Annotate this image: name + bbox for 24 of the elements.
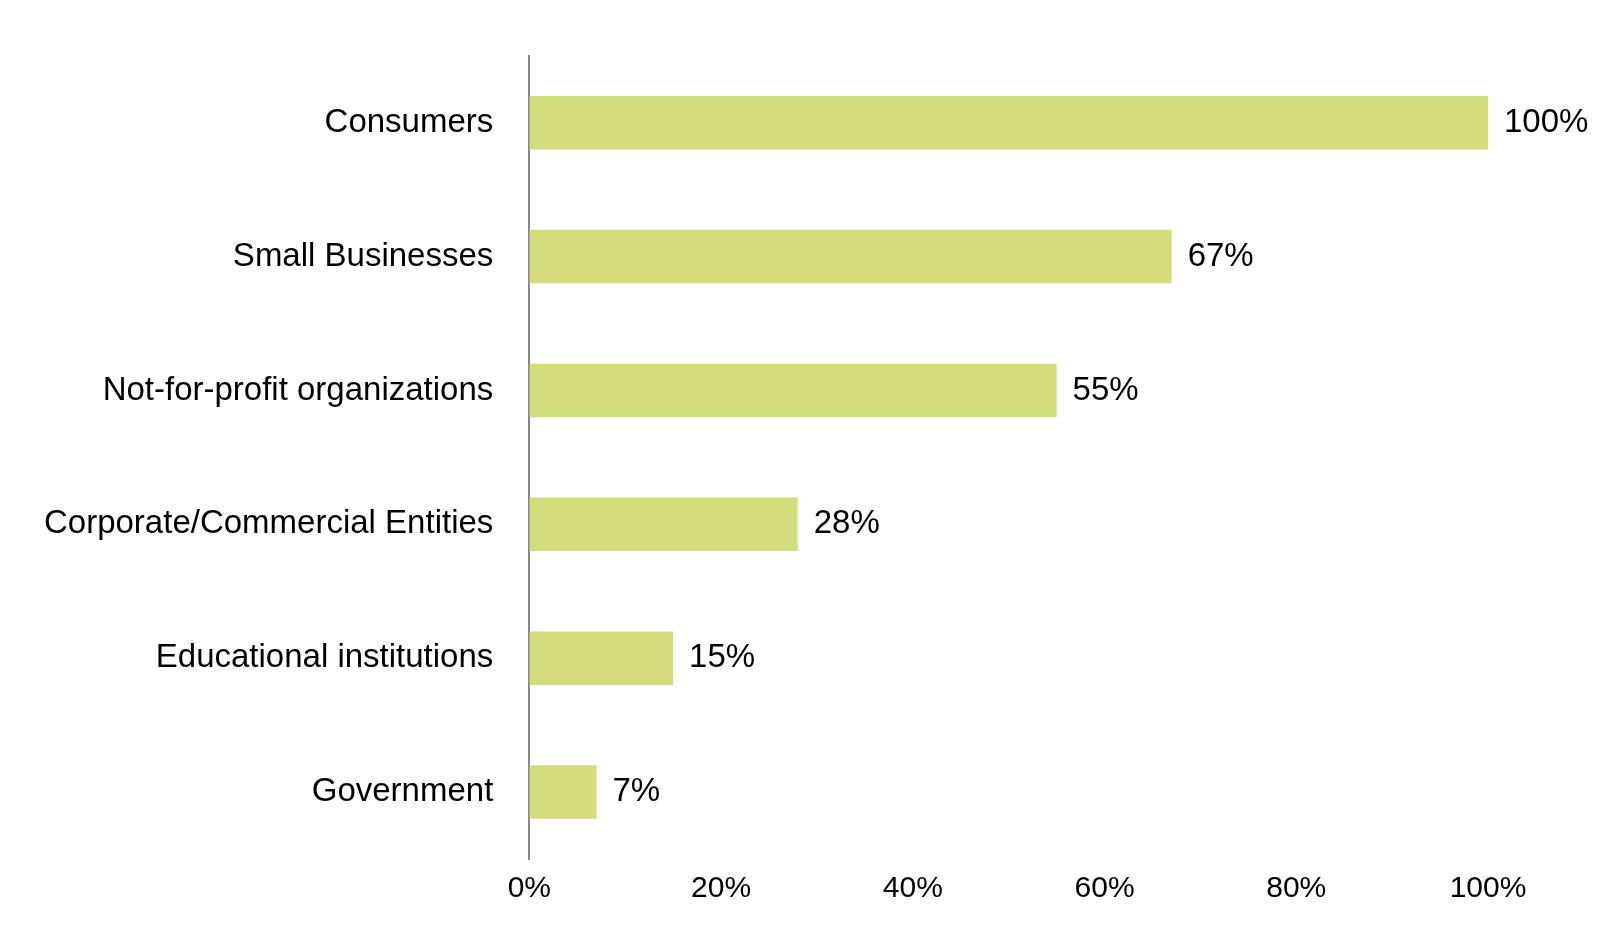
data-label: 15%	[689, 637, 756, 675]
y-tick-label: Small Businesses	[232, 235, 494, 273]
x-tick-label: 0%	[507, 870, 551, 904]
bar	[529, 95, 1488, 150]
bar	[529, 765, 597, 819]
bar	[529, 631, 674, 685]
x-tick-label: 20%	[691, 870, 752, 904]
bar	[529, 363, 1057, 418]
data-label: 28%	[813, 503, 880, 541]
x-tick-label: 80%	[1266, 870, 1327, 904]
y-tick-label: Consumers	[324, 101, 494, 139]
x-tick-label: 60%	[1074, 870, 1135, 904]
data-label: 7%	[612, 771, 661, 809]
data-label: 55%	[1072, 369, 1139, 407]
y-tick-label: Educational institutions	[155, 637, 494, 675]
bar	[529, 229, 1172, 284]
y-tick-label: Not-for-profit organizations	[102, 369, 494, 407]
x-tick-label: 40%	[882, 870, 943, 904]
y-tick-label: Government	[311, 771, 494, 809]
bar	[529, 497, 798, 552]
data-label: 67%	[1187, 235, 1254, 273]
data-label: 100%	[1504, 101, 1589, 139]
y-tick-label: Corporate/Commercial Entities	[43, 503, 494, 541]
x-tick-label: 100%	[1449, 870, 1527, 904]
